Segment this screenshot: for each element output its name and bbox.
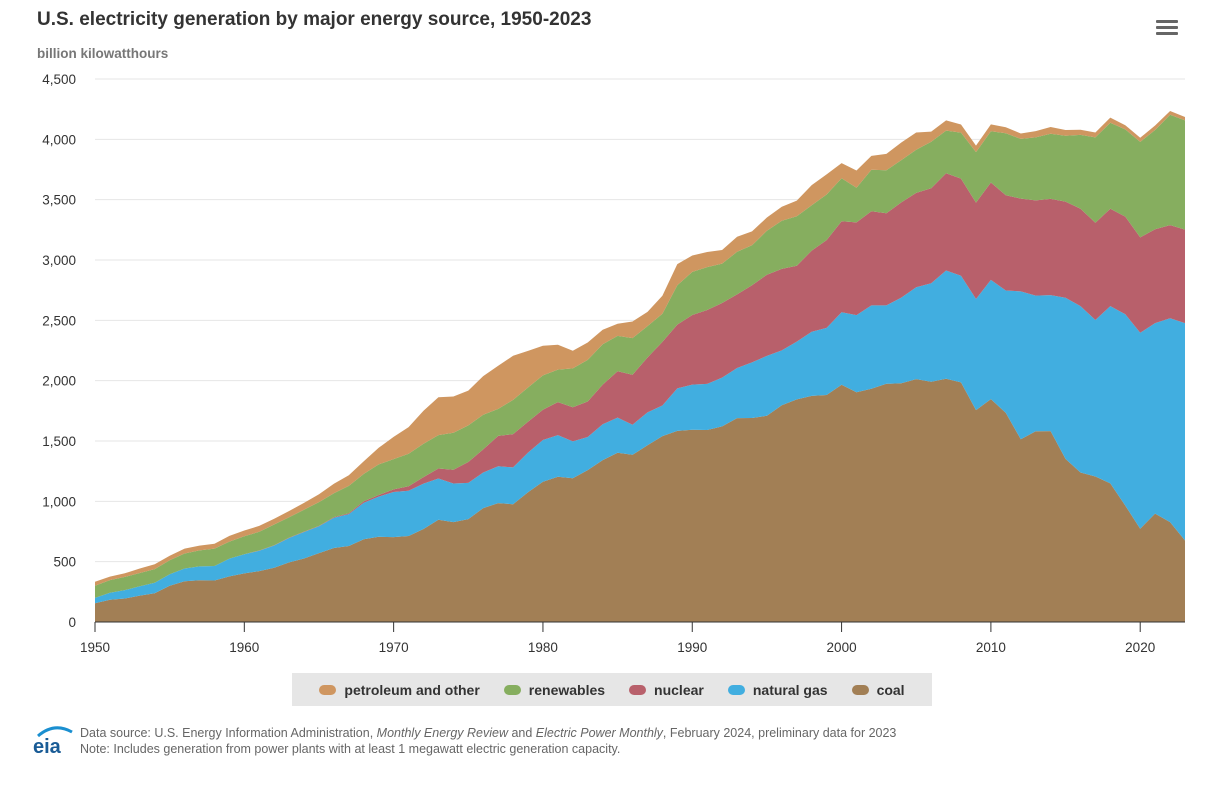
legend-label: coal bbox=[876, 681, 905, 698]
legend-item[interactable]: nuclear bbox=[629, 682, 704, 698]
source-suffix: , February 2024, preliminary data for 20… bbox=[662, 726, 897, 740]
x-tick-label: 2010 bbox=[976, 640, 1006, 655]
y-tick-label: 4,000 bbox=[42, 132, 76, 147]
x-tick-label: 1990 bbox=[677, 640, 707, 655]
y-tick-label: 2,000 bbox=[42, 374, 76, 389]
legend-item[interactable]: natural gas bbox=[727, 681, 828, 698]
legend-label: nuclear bbox=[654, 681, 704, 698]
source-prefix: Data source: U.S. Energy Information Adm… bbox=[80, 726, 377, 740]
y-tick-label: 3,000 bbox=[42, 253, 76, 268]
hamburger-menu-icon[interactable] bbox=[1156, 20, 1178, 38]
y-tick-label: 4,500 bbox=[42, 72, 76, 87]
legend: petroleum and other renewables nuclear natu… bbox=[292, 673, 932, 706]
note-text: Note: Includes generation from power pla… bbox=[80, 742, 621, 756]
y-tick-label: 3,500 bbox=[42, 193, 76, 208]
area-nuclear bbox=[95, 173, 1185, 598]
area-natural-gas bbox=[95, 270, 1185, 604]
source-publication: Monthly Energy Review bbox=[376, 726, 508, 740]
source-publication: Electric Power Monthly bbox=[535, 726, 663, 740]
legend-swatch bbox=[503, 684, 521, 695]
y-tick-label: 1,500 bbox=[42, 434, 76, 449]
area-renewables bbox=[95, 114, 1185, 598]
legend-swatch bbox=[319, 684, 337, 695]
footer: Data source: U.S. Energy Information Adm… bbox=[80, 725, 896, 757]
y-axis-unit-label: billion kilowatthours bbox=[37, 46, 169, 61]
y-tick-label: 0 bbox=[68, 615, 76, 630]
legend-label: renewables bbox=[528, 681, 606, 698]
svg-text:eia: eia bbox=[33, 736, 62, 756]
legend-label: petroleum and other bbox=[344, 681, 480, 698]
area-petroleum-and-other bbox=[95, 111, 1185, 586]
y-tick-label: 2,500 bbox=[42, 313, 76, 328]
x-tick-label: 1960 bbox=[229, 640, 259, 655]
y-tick-label: 1,000 bbox=[42, 494, 76, 509]
x-tick-label: 1970 bbox=[379, 640, 409, 655]
data-source-text: Data source: U.S. Energy Information Adm… bbox=[80, 725, 896, 741]
legend-item[interactable]: renewables bbox=[503, 681, 606, 698]
legend-label: natural gas bbox=[752, 681, 828, 698]
y-tick-label: 500 bbox=[53, 555, 76, 570]
chart-title: U.S. electricity generation by major ene… bbox=[37, 9, 592, 30]
legend-item[interactable]: petroleum and other bbox=[319, 681, 480, 698]
eia-logo: eia bbox=[33, 726, 73, 756]
legend-swatch bbox=[629, 684, 647, 695]
x-tick-label: 1980 bbox=[528, 640, 558, 655]
area-coal bbox=[95, 378, 1185, 622]
legend-swatch bbox=[727, 684, 745, 695]
legend-item[interactable]: coal bbox=[851, 681, 905, 698]
source-and: and bbox=[507, 726, 536, 740]
x-tick-label: 1950 bbox=[80, 640, 110, 655]
x-tick-label: 2000 bbox=[827, 640, 857, 655]
legend-swatch bbox=[851, 684, 869, 695]
x-tick-label: 2020 bbox=[1125, 640, 1155, 655]
